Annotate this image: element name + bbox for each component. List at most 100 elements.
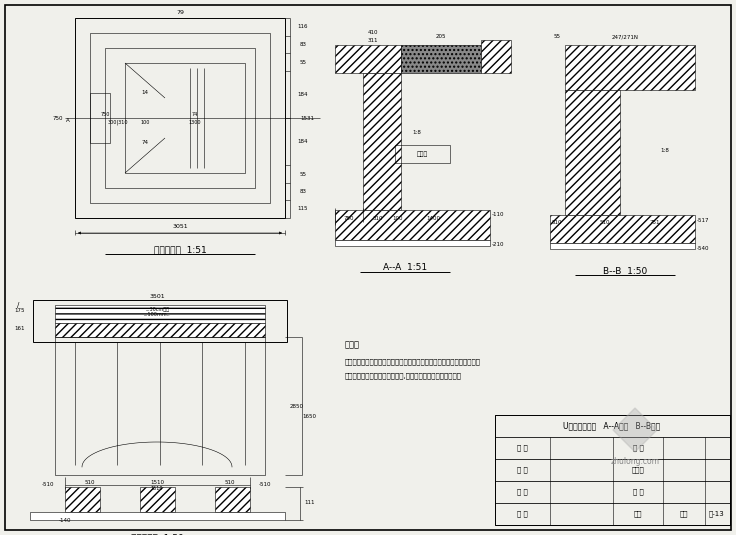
Text: 100: 100 — [141, 119, 149, 125]
Text: 115: 115 — [298, 207, 308, 211]
Bar — [75, 18, 285, 218]
Text: 1650: 1650 — [302, 414, 316, 418]
Text: 116: 116 — [298, 25, 308, 29]
Bar — [335, 240, 490, 246]
Text: 班组长: 班组长 — [631, 467, 645, 473]
Text: -540: -540 — [697, 246, 710, 250]
Text: 175: 175 — [15, 308, 25, 312]
Text: -510: -510 — [42, 483, 54, 487]
Text: 55: 55 — [553, 34, 561, 40]
Text: 日期: 日期 — [634, 511, 643, 517]
Bar — [30, 512, 285, 520]
Text: 750: 750 — [344, 216, 354, 220]
Bar — [55, 305, 265, 323]
Text: 图号: 图号 — [680, 511, 688, 517]
Bar — [565, 45, 695, 90]
Text: 510: 510 — [600, 220, 610, 225]
Bar — [335, 45, 401, 73]
Bar — [55, 323, 265, 337]
Text: 桥-13: 桥-13 — [709, 511, 725, 517]
Text: 184: 184 — [298, 139, 308, 144]
Bar — [550, 243, 695, 249]
Text: 300|310: 300|310 — [107, 119, 128, 125]
Text: 桥台平面图  1:51: 桥台平面图 1:51 — [154, 246, 206, 255]
Text: 100: 100 — [393, 216, 403, 220]
Text: 205: 205 — [436, 34, 446, 40]
Text: 410: 410 — [368, 30, 378, 35]
Text: 比 尺: 比 尺 — [633, 488, 643, 495]
Bar — [395, 145, 450, 163]
Bar — [90, 93, 110, 143]
Text: 751: 751 — [650, 220, 660, 225]
Text: 设 计: 设 计 — [517, 445, 528, 452]
Text: 161: 161 — [15, 325, 25, 331]
Bar — [125, 63, 245, 173]
Text: 750: 750 — [100, 111, 110, 117]
Text: ...100mm..: ...100mm.. — [144, 312, 170, 317]
Bar — [65, 487, 100, 512]
Text: 制 图: 制 图 — [517, 467, 528, 473]
Text: 83: 83 — [300, 189, 306, 194]
Text: 111: 111 — [305, 501, 315, 506]
Text: -210: -210 — [492, 242, 504, 248]
Text: A: A — [66, 118, 70, 124]
Bar — [495, 459, 730, 481]
Text: A--A  1:51: A--A 1:51 — [383, 264, 427, 272]
Text: 2850: 2850 — [290, 403, 304, 409]
Bar — [481, 40, 511, 73]
Bar — [33, 300, 287, 342]
Bar — [495, 437, 730, 459]
Bar — [495, 481, 730, 503]
Text: 510: 510 — [224, 480, 236, 485]
Bar — [90, 33, 270, 203]
Text: 79: 79 — [176, 10, 184, 14]
Text: 面，在预制空心板并排用的缝板,具体由栏杆装点做智化设计。: 面，在预制空心板并排用的缝板,具体由栏杆装点做智化设计。 — [345, 372, 462, 379]
Text: 1400: 1400 — [426, 216, 440, 220]
Text: 桥台立面图  1:50: 桥台立面图 1:50 — [130, 533, 183, 535]
Bar — [495, 503, 730, 525]
Text: -510: -510 — [259, 483, 272, 487]
Bar — [565, 90, 620, 215]
Text: zhulong.com: zhulong.com — [610, 457, 659, 467]
Text: ...30cm栏杆: ...30cm栏杆 — [145, 307, 169, 311]
Polygon shape — [613, 408, 657, 452]
Text: 说明：: 说明： — [345, 340, 360, 349]
Text: 1510: 1510 — [150, 480, 164, 485]
Text: 3501: 3501 — [149, 294, 165, 300]
Text: 1531: 1531 — [300, 116, 314, 120]
Text: 311: 311 — [368, 37, 378, 42]
Bar — [550, 215, 695, 243]
Text: 83: 83 — [300, 42, 306, 47]
Text: B--B  1:50: B--B 1:50 — [603, 266, 647, 276]
Text: 74: 74 — [141, 141, 149, 146]
Text: 14: 14 — [141, 90, 149, 96]
Text: -517: -517 — [697, 218, 710, 223]
Text: 审 核: 审 核 — [633, 445, 643, 452]
Text: 3051: 3051 — [172, 224, 188, 228]
Bar — [495, 415, 730, 437]
Text: 1510: 1510 — [151, 486, 163, 492]
Bar — [215, 487, 250, 512]
Text: -110: -110 — [492, 212, 504, 218]
Text: 1300: 1300 — [188, 119, 201, 125]
Text: 1:8: 1:8 — [661, 148, 670, 152]
Bar — [401, 45, 481, 73]
Bar — [495, 415, 730, 525]
Text: 校 核: 校 核 — [517, 488, 528, 495]
Text: 510: 510 — [552, 220, 562, 225]
Text: 184: 184 — [298, 92, 308, 97]
Text: -140: -140 — [59, 517, 71, 523]
Bar — [140, 487, 175, 512]
Bar — [55, 337, 265, 475]
Text: /: / — [17, 302, 19, 308]
Text: 750: 750 — [52, 116, 63, 120]
Bar — [363, 73, 401, 210]
Text: 55: 55 — [300, 59, 306, 65]
Text: 310: 310 — [372, 216, 383, 220]
Text: 247/271N: 247/271N — [612, 34, 639, 40]
Text: 74: 74 — [192, 111, 198, 117]
Text: 510: 510 — [85, 480, 95, 485]
Text: 55: 55 — [300, 172, 306, 177]
Bar — [105, 48, 255, 188]
Bar — [335, 210, 490, 240]
